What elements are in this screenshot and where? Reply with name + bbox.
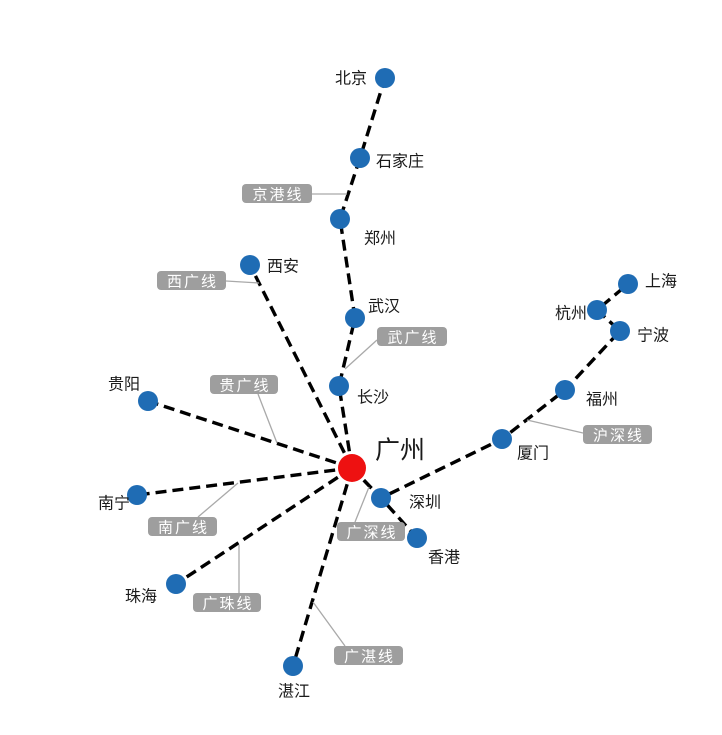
leader-line-guangshen bbox=[354, 486, 370, 523]
city-dot-hangzhou bbox=[587, 300, 607, 320]
hub-dot-guangzhou bbox=[338, 454, 366, 482]
line-label-guangzhu: 广珠线 bbox=[193, 593, 261, 613]
line-label-text-hushen: 沪深线 bbox=[593, 427, 644, 445]
line-label-text-jinggang: 京港线 bbox=[252, 186, 303, 204]
railway-nanguang bbox=[136, 466, 353, 497]
city-dot-shanghai bbox=[618, 274, 638, 294]
city-label-wuhan: 武汉 bbox=[368, 297, 400, 316]
city-label-shanghai: 上海 bbox=[645, 272, 677, 291]
leader-line-guiguang bbox=[257, 393, 278, 444]
city-label-zhuhai: 珠海 bbox=[125, 587, 157, 606]
leader-lines-layer bbox=[197, 193, 584, 647]
line-label-text-guangshen: 广深线 bbox=[346, 524, 397, 542]
line-label-guangzhan: 广湛线 bbox=[334, 646, 403, 666]
line-label-box-guiguang bbox=[210, 375, 278, 394]
city-dot-fuzhou bbox=[555, 380, 575, 400]
leader-line-wuguang bbox=[344, 339, 378, 370]
city-dot-zhanjiang bbox=[283, 656, 303, 676]
city-dot-wuhan bbox=[345, 308, 365, 328]
city-label-shijiazhuang: 石家庄 bbox=[376, 152, 424, 171]
city-dot-shijiazhuang bbox=[350, 148, 370, 168]
line-label-guiguang: 贵广线 bbox=[210, 375, 278, 395]
city-label-guiyang: 贵阳 bbox=[108, 375, 140, 394]
city-dot-ningbo bbox=[610, 321, 630, 341]
city-label-hongkong: 香港 bbox=[428, 548, 460, 567]
leader-line-xiguang bbox=[225, 280, 260, 284]
line-label-nanguang: 南广线 bbox=[148, 517, 217, 537]
railway-guangzhu bbox=[175, 466, 353, 586]
line-label-jinggang: 京港线 bbox=[242, 184, 312, 204]
city-dot-shenzhen bbox=[371, 488, 391, 508]
line-label-xiguang: 西广线 bbox=[157, 271, 226, 291]
city-label-changsha: 长沙 bbox=[357, 388, 389, 407]
city-dot-xiamen bbox=[492, 429, 512, 449]
city-label-beijing: 北京 bbox=[335, 69, 367, 88]
city-label-xiamen: 厦门 bbox=[517, 444, 549, 463]
line-label-box-nanguang bbox=[148, 517, 217, 536]
railway-jinggang bbox=[337, 77, 387, 469]
line-label-box-xiguang bbox=[157, 271, 226, 290]
city-label-ningbo: 宁波 bbox=[637, 326, 669, 345]
railway-guiguang bbox=[147, 399, 353, 470]
city-label-shenzhen: 深圳 bbox=[409, 493, 441, 512]
city-label-nanning: 南宁 bbox=[98, 494, 130, 513]
line-label-box-guangshen bbox=[337, 522, 405, 541]
line-label-text-guangzhu: 广珠线 bbox=[202, 595, 253, 613]
city-dot-guiyang bbox=[138, 391, 158, 411]
line-label-box-hushen bbox=[583, 425, 652, 444]
railway-guangzhan bbox=[291, 467, 354, 667]
line-label-guangshen: 广深线 bbox=[337, 522, 405, 542]
city-label-hangzhou: 杭州 bbox=[555, 304, 587, 323]
line-label-hushen: 沪深线 bbox=[583, 425, 652, 445]
city-label-zhanjiang: 湛江 bbox=[278, 682, 310, 701]
line-label-box-jinggang bbox=[242, 184, 312, 203]
line-label-wuguang: 武广线 bbox=[377, 327, 447, 347]
line-label-box-guangzhan bbox=[334, 646, 403, 665]
city-label-fuzhou: 福州 bbox=[586, 390, 618, 409]
railway-xiguang bbox=[248, 264, 354, 469]
leader-line-nanguang bbox=[197, 482, 239, 518]
city-dot-zhuhai bbox=[166, 574, 186, 594]
city-dot-nanning bbox=[127, 485, 147, 505]
city-label-xian: 西安 bbox=[267, 257, 299, 276]
line-label-text-guangzhan: 广湛线 bbox=[344, 648, 395, 666]
leader-line-guangzhan bbox=[312, 601, 346, 647]
city-dot-hongkong bbox=[407, 528, 427, 548]
city-dots-layer bbox=[127, 68, 638, 676]
line-label-text-nanguang: 南广线 bbox=[158, 519, 209, 537]
city-dot-xian bbox=[240, 255, 260, 275]
line-label-box-guangzhu bbox=[193, 593, 261, 612]
hub-label-guangzhou: 广州 bbox=[375, 436, 425, 465]
city-dot-changsha bbox=[329, 376, 349, 396]
city-dot-beijing bbox=[375, 68, 395, 88]
line-label-text-wuguang: 武广线 bbox=[387, 329, 438, 347]
city-label-zhengzhou: 郑州 bbox=[364, 229, 396, 248]
line-label-text-guiguang: 贵广线 bbox=[219, 377, 270, 395]
city-dot-zhengzhou bbox=[330, 209, 350, 229]
line-label-box-wuguang bbox=[377, 327, 447, 346]
leader-line-hushen bbox=[526, 419, 584, 434]
line-label-text-xiguang: 西广线 bbox=[167, 273, 218, 291]
